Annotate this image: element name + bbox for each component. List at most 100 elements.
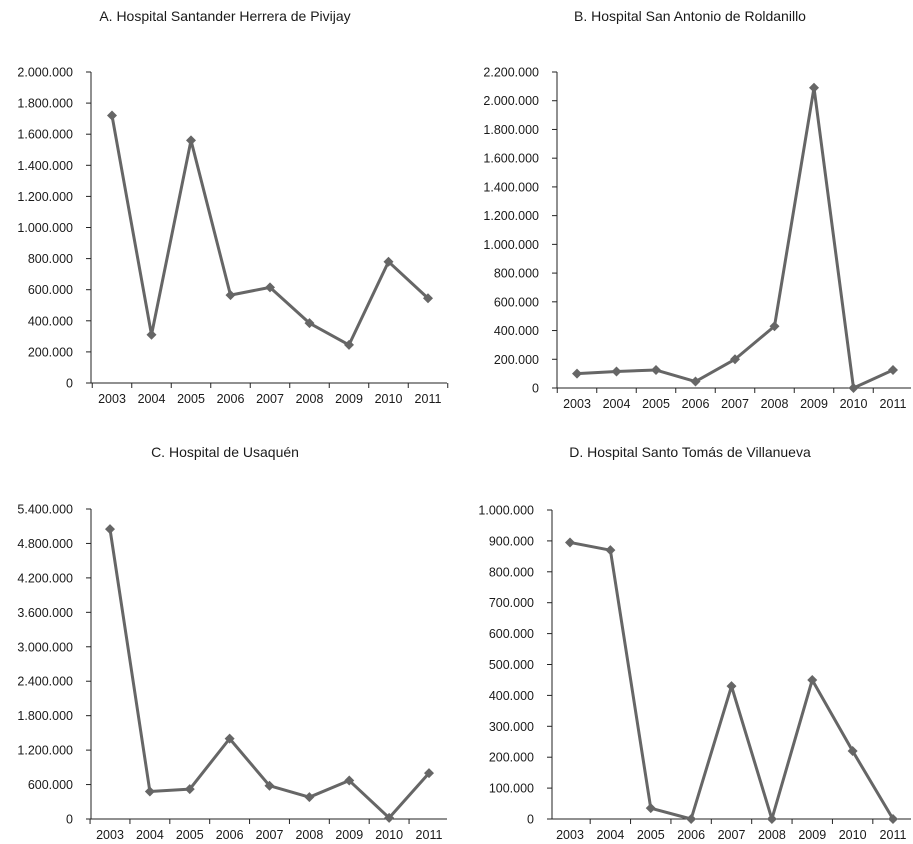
y-tick-label: 1.200.000 — [17, 744, 73, 758]
y-tick-label: 2.000.000 — [483, 94, 539, 108]
y-tick-label: 400.000 — [494, 324, 539, 338]
y-tick-label: 200.000 — [489, 751, 534, 765]
y-tick-label: 800.000 — [494, 267, 539, 281]
x-tick-label: 2003 — [96, 828, 124, 842]
y-tick-label: 600.000 — [494, 295, 539, 309]
chart-title-a: A. Hospital Santander Herrera de Pivijay — [99, 8, 350, 24]
data-point — [344, 339, 354, 350]
data-point — [384, 812, 395, 823]
y-tick-label: 1.600.000 — [17, 128, 73, 142]
data-point — [146, 329, 157, 340]
x-tick-label: 2007 — [256, 828, 284, 842]
data-point — [611, 366, 622, 377]
series-line-a — [110, 115, 430, 347]
x-tick-label: 2011 — [880, 397, 907, 411]
data-point — [224, 733, 235, 744]
y-tick-label: 5.400.000 — [17, 503, 73, 517]
chart-title-d: D. Hospital Santo Tomás de Villanueva — [569, 444, 811, 460]
x-tick-label: 2010 — [840, 397, 868, 411]
data-point — [144, 786, 155, 797]
x-tick-label: 2004 — [603, 397, 631, 411]
y-tick-label: 600.000 — [28, 778, 73, 792]
y-tick-label: 700.000 — [489, 596, 534, 610]
data-point — [726, 681, 737, 692]
data-point — [565, 537, 575, 548]
data-point — [344, 775, 355, 786]
data-point — [572, 368, 582, 379]
series-line-d — [569, 540, 895, 821]
y-tick-label: 800.000 — [28, 252, 73, 266]
chart-title-b: B. Hospital San Antonio de Roldanillo — [574, 8, 806, 24]
y-tick-label: 800.000 — [489, 565, 534, 579]
chart-panel-a: A. Hospital Santander Herrera de Pivijay… — [17, 8, 449, 406]
y-tick-label: 200.000 — [494, 353, 539, 367]
x-tick-label: 2010 — [839, 828, 867, 842]
data-point — [848, 383, 859, 393]
y-tick-label: 1.400.000 — [483, 180, 539, 194]
data-point — [383, 256, 394, 267]
y-tick-label: 3.600.000 — [17, 606, 73, 620]
series-line-c — [108, 528, 431, 820]
y-tick-label: 1.000.000 — [483, 238, 539, 252]
data-point — [186, 135, 196, 146]
x-tick-label: 2011 — [416, 828, 443, 842]
y-tick-label: 1.200.000 — [483, 209, 539, 223]
x-tick-label: 2005 — [177, 392, 205, 406]
x-tick-label: 2007 — [256, 392, 284, 406]
y-tick-label: 4.200.000 — [17, 571, 73, 585]
x-tick-label: 2004 — [596, 828, 624, 842]
x-tick-label: 2008 — [758, 828, 786, 842]
data-point — [651, 365, 661, 376]
x-tick-label: 2011 — [415, 392, 442, 406]
x-tick-label: 2007 — [718, 828, 746, 842]
x-tick-label: 2010 — [375, 828, 403, 842]
data-point — [809, 82, 819, 93]
chart-title-c: C. Hospital de Usaquén — [151, 444, 299, 460]
x-tick-label: 2004 — [138, 392, 166, 406]
y-tick-label: 0 — [66, 813, 73, 827]
x-tick-label: 2009 — [798, 828, 826, 842]
data-point — [304, 318, 315, 329]
x-tick-label: 2005 — [176, 828, 204, 842]
x-tick-label: 2009 — [800, 397, 828, 411]
y-tick-label: 1.600.000 — [483, 152, 539, 166]
chart-panel-d: D. Hospital Santo Tomás de Villanueva 0 10… — [478, 444, 911, 842]
y-tick-label: 400.000 — [489, 689, 534, 703]
y-tick-label: 600.000 — [489, 627, 534, 641]
data-point — [807, 674, 818, 685]
y-tick-label: 200.000 — [28, 345, 73, 359]
data-point — [184, 784, 195, 795]
x-tick-label: 2008 — [761, 397, 789, 411]
y-tick-label: 2.200.000 — [483, 66, 539, 80]
y-tick-label: 300.000 — [489, 720, 534, 734]
x-tick-label: 2005 — [637, 828, 665, 842]
data-point — [686, 814, 697, 824]
y-tick-label: 1.800.000 — [17, 97, 73, 111]
y-tick-label: 2.000.000 — [17, 66, 73, 80]
y-tick-label: 3.000.000 — [17, 640, 73, 654]
x-tick-label: 2008 — [296, 392, 324, 406]
x-tick-label: 2003 — [563, 397, 591, 411]
y-tick-label: 0 — [66, 377, 73, 391]
y-tick-label: 600.000 — [28, 283, 73, 297]
data-point — [423, 293, 433, 304]
series-line-b — [576, 86, 894, 390]
x-tick-label: 2011 — [880, 828, 907, 842]
data-point — [730, 354, 740, 365]
data-point — [645, 803, 656, 814]
x-tick-label: 2009 — [335, 392, 363, 406]
data-point — [690, 376, 701, 387]
x-tick-label: 2003 — [556, 828, 584, 842]
x-tick-label: 2007 — [721, 397, 749, 411]
data-point — [424, 768, 434, 779]
y-tick-label: 0 — [527, 813, 534, 827]
y-tick-label: 1.800.000 — [17, 709, 73, 723]
y-tick-label: 500.000 — [489, 658, 534, 672]
y-tick-label: 1.000.000 — [17, 221, 73, 235]
data-point — [847, 746, 858, 757]
x-tick-label: 2004 — [136, 828, 164, 842]
y-tick-label: 2.400.000 — [17, 675, 73, 689]
chart-panel-b: B. Hospital San Antonio de Roldanillo 0 20… — [483, 8, 911, 411]
x-tick-label: 2009 — [335, 828, 363, 842]
